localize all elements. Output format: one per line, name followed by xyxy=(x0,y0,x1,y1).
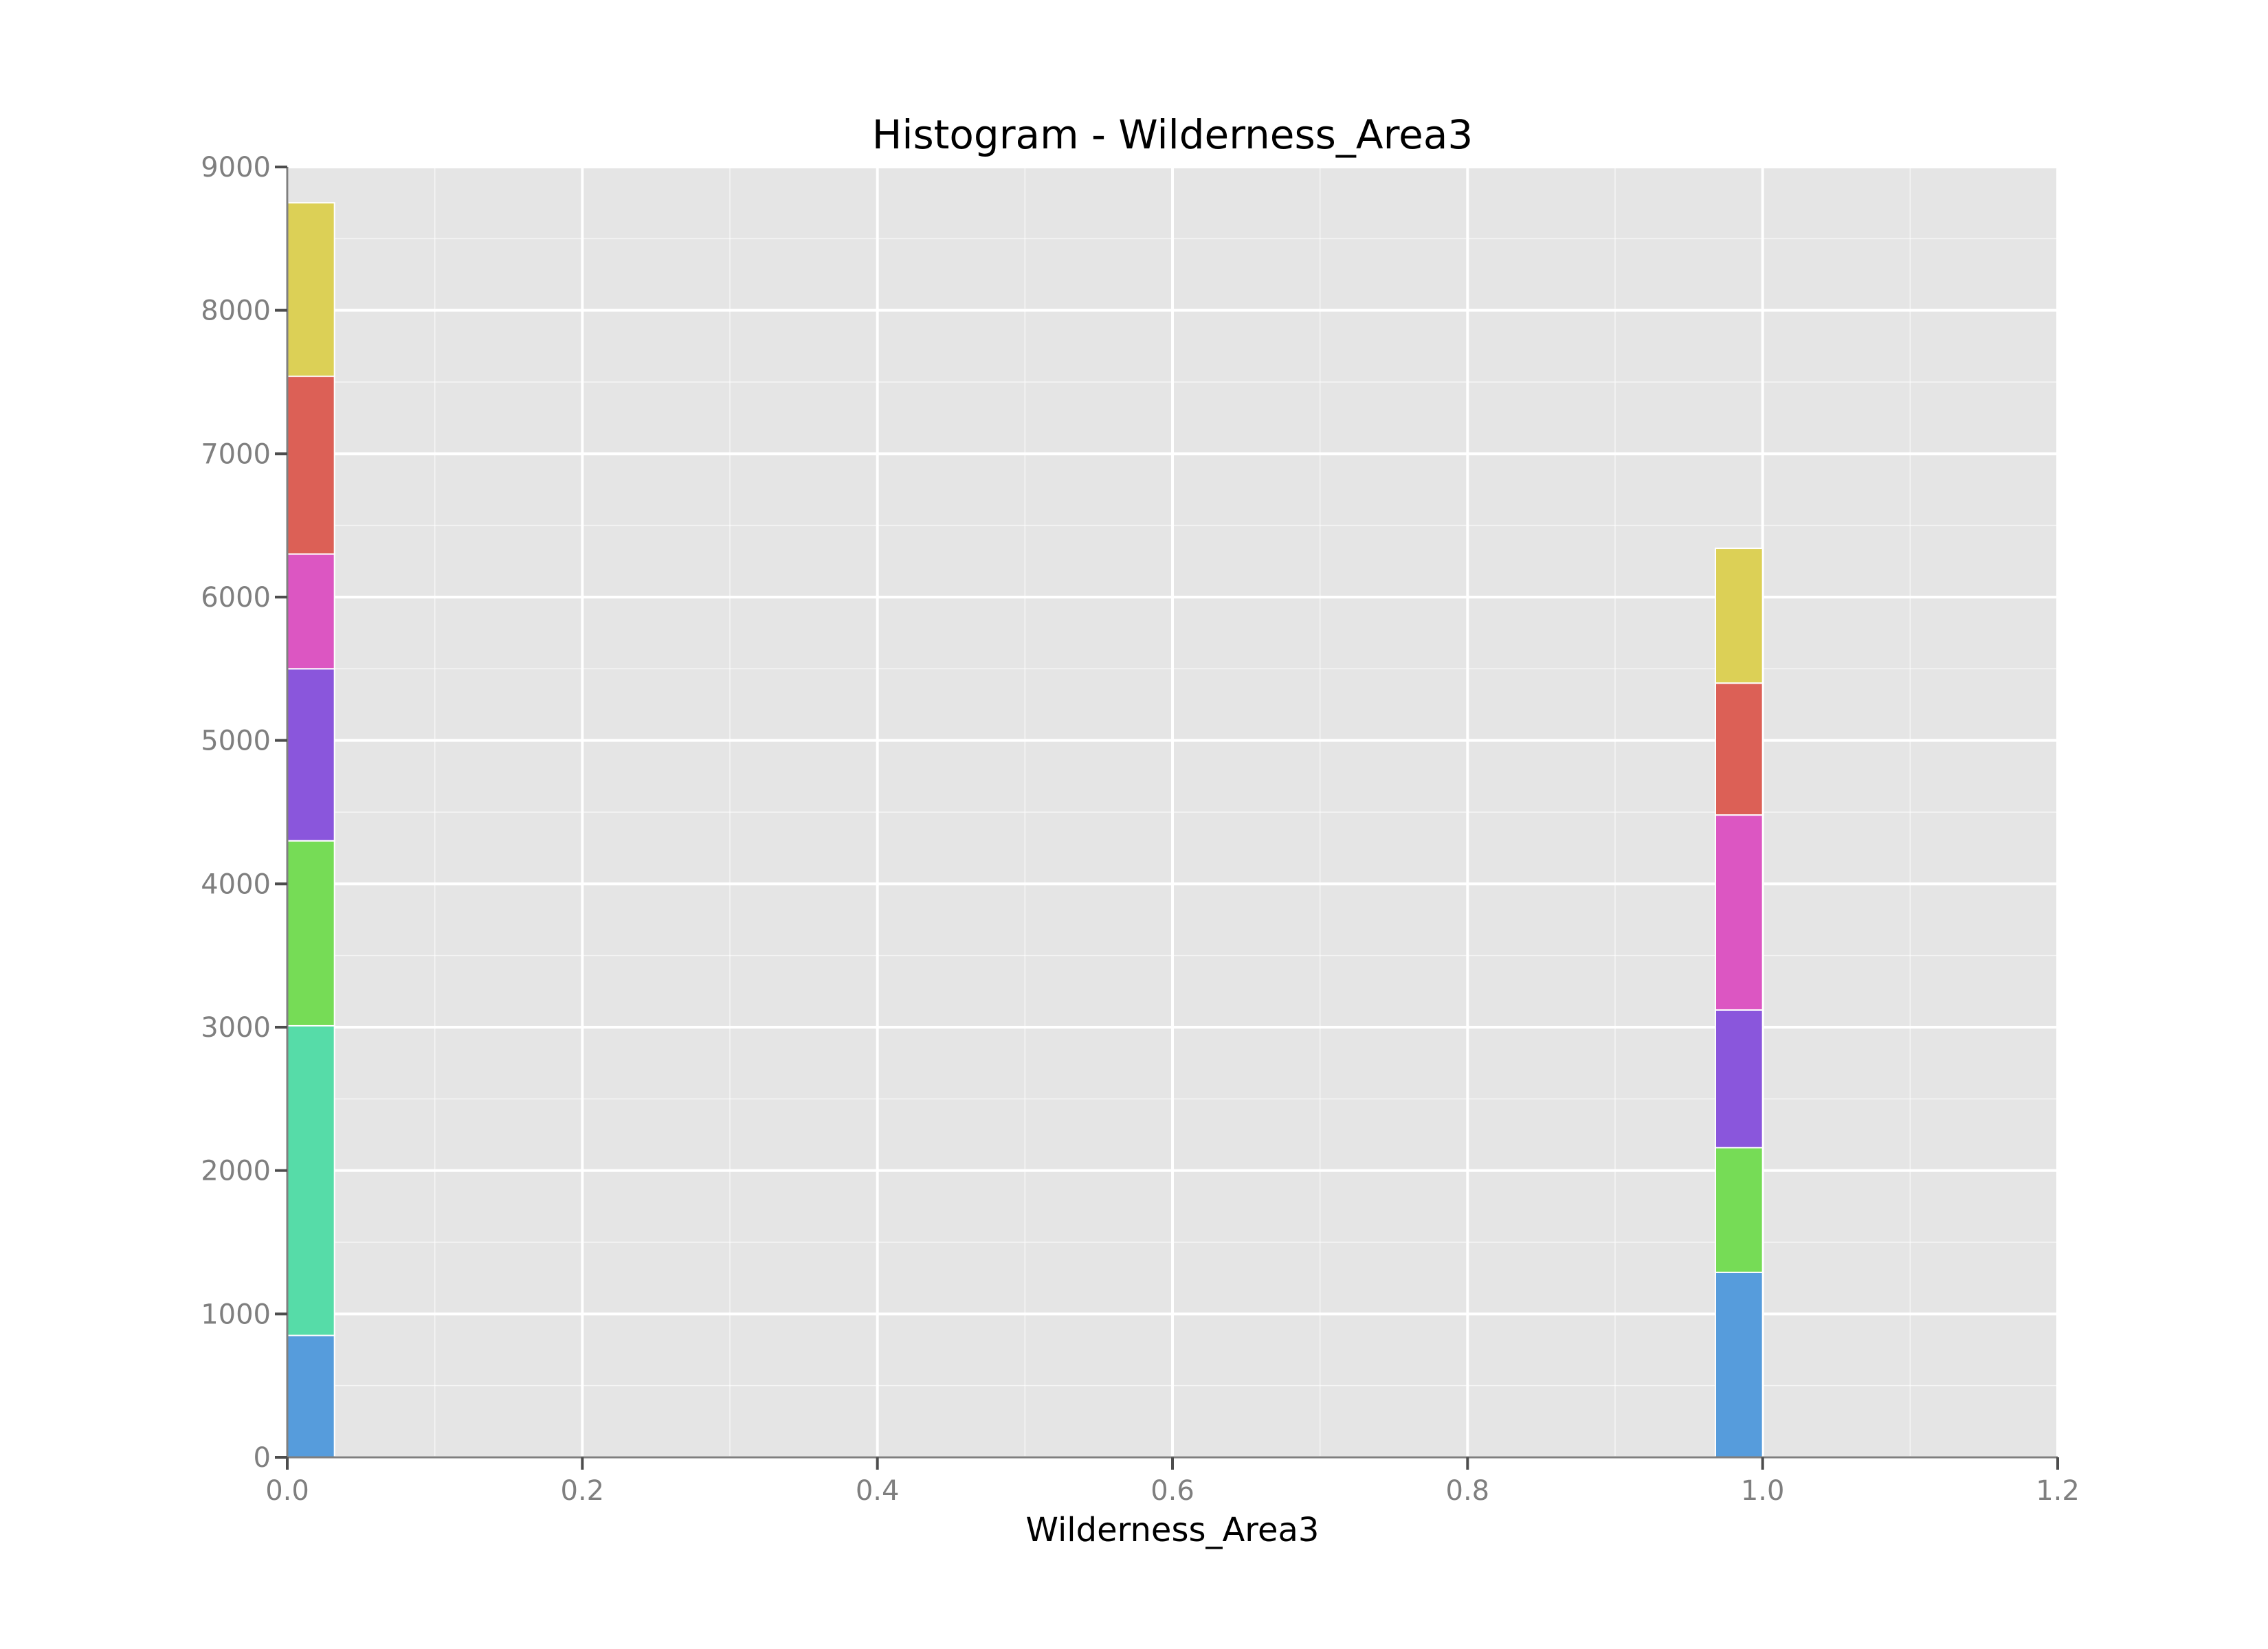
bar-segment-bin2-group6 xyxy=(1714,682,1764,816)
bar-segment-bin1-group4 xyxy=(287,668,335,842)
x-tick-label: 0.2 xyxy=(561,1475,605,1507)
x-tick-label: 0.0 xyxy=(265,1475,309,1507)
bar-segment-bin2-group7 xyxy=(1714,548,1764,684)
bar-segment-bin2-group5 xyxy=(1714,814,1764,1011)
bar-segment-bin1-group1 xyxy=(287,1334,335,1458)
bar-segment-bin1-group6 xyxy=(287,375,335,555)
y-axis-ticks: 0 1000 2000 3000 4000 5000 6000 7000 8000 9000 xyxy=(201,152,287,1474)
bar-segment-bin1-group5 xyxy=(287,553,335,670)
x-tick-label: 0.4 xyxy=(856,1475,900,1507)
y-tick-label: 9000 xyxy=(201,152,271,183)
y-tick-label: 2000 xyxy=(201,1156,271,1187)
bar-segment-bin2-group1 xyxy=(1714,1271,1764,1458)
y-tick-label: 7000 xyxy=(201,438,271,470)
histogram-bars xyxy=(287,202,1764,1458)
x-axis-ticks: 0.0 0.2 0.4 0.6 0.8 1.0 1.2 xyxy=(265,1457,2080,1507)
x-tick-label: 0.6 xyxy=(1150,1475,1194,1507)
bar-segment-bin1-group3 xyxy=(287,840,335,1027)
x-axis-label: Wilderness_Area3 xyxy=(1026,1511,1320,1549)
chart-title: Histogram - Wilderness_Area3 xyxy=(872,111,1474,158)
bar-segment-bin1-group2 xyxy=(287,1024,335,1336)
y-tick-label: 4000 xyxy=(201,868,271,900)
bar-segment-bin2-group4 xyxy=(1714,1009,1764,1149)
bar-segment-bin1-group7 xyxy=(287,202,335,377)
y-tick-label: 5000 xyxy=(201,726,271,757)
x-tick-label: 1.2 xyxy=(2036,1475,2080,1507)
y-tick-label: 0 xyxy=(254,1442,271,1474)
y-tick-label: 1000 xyxy=(201,1299,271,1330)
x-tick-label: 1.0 xyxy=(1741,1475,1785,1507)
y-tick-label: 8000 xyxy=(201,295,271,327)
x-tick-label: 0.8 xyxy=(1446,1475,1490,1507)
y-tick-label: 3000 xyxy=(201,1012,271,1044)
bar-segment-bin2-group3 xyxy=(1714,1147,1764,1273)
y-tick-label: 6000 xyxy=(201,582,271,614)
